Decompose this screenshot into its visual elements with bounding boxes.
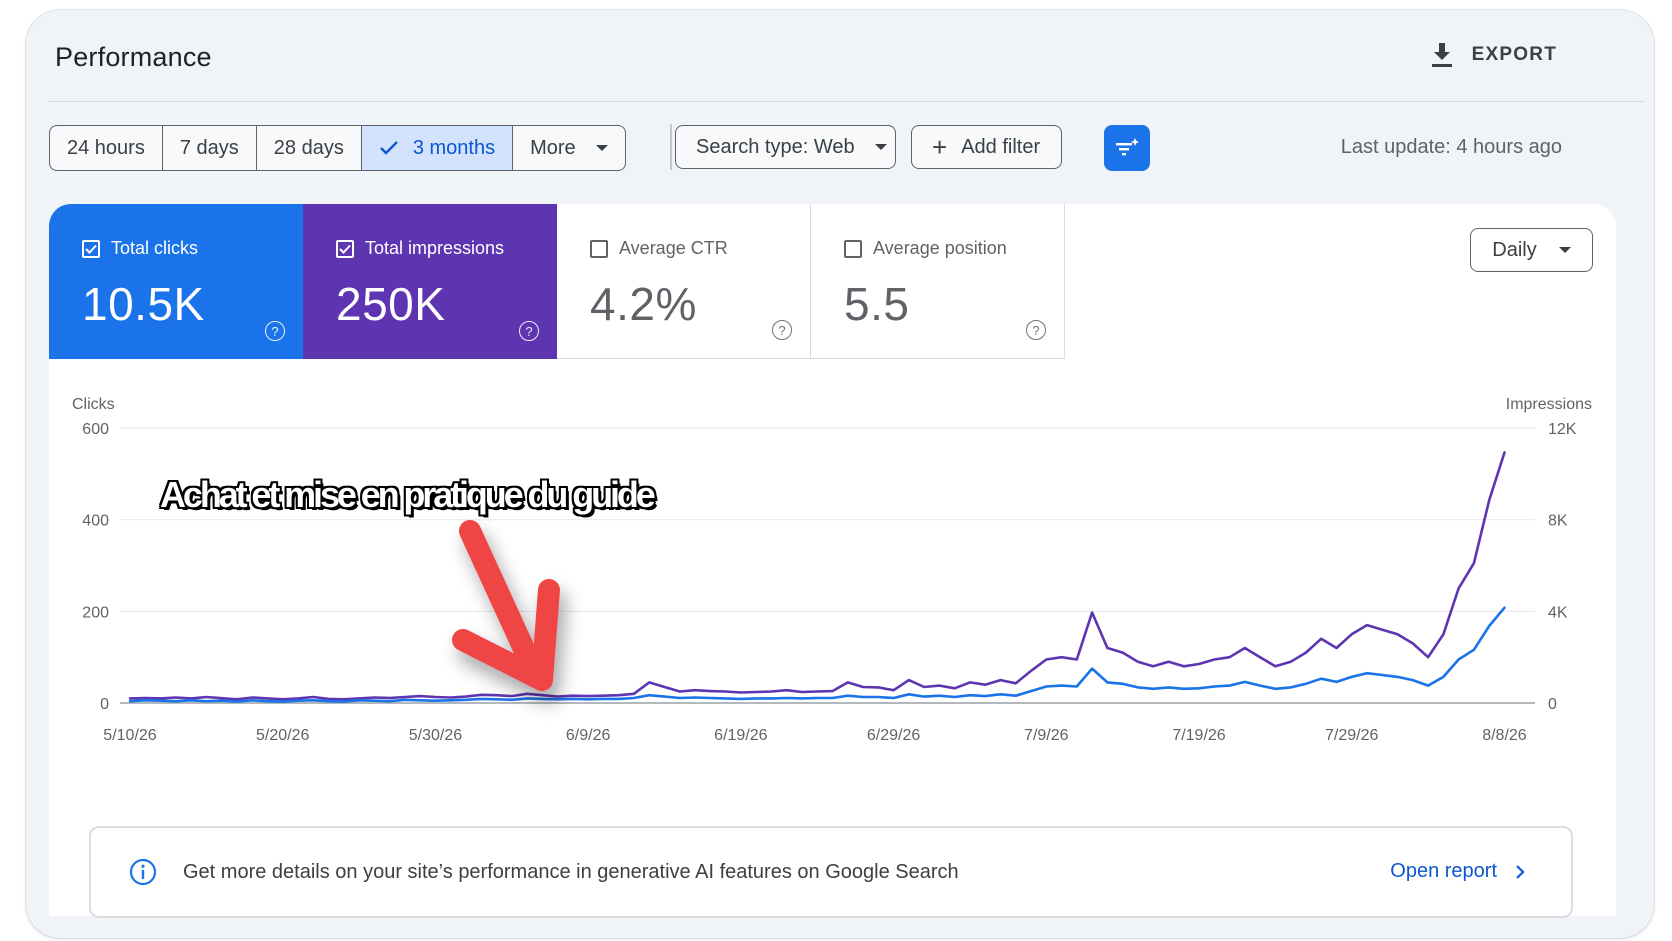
check-icon [379,141,398,155]
annotation-arrow [452,520,560,691]
toolbar-divider [670,124,672,170]
checkbox-checked-icon[interactable] [336,239,354,258]
x-tick-label: 7/9/26 [1024,727,1069,744]
chevron-right-icon [1516,864,1525,879]
filter-sparkle-icon [1116,138,1139,156]
range-28-days[interactable]: 28 days [257,126,362,170]
range-label: 28 days [273,136,344,159]
range-3-months[interactable]: 3 months [361,126,514,170]
granularity-label: Daily [1492,238,1537,261]
y-left-tick-label: 0 [100,696,109,713]
y-right-tick-label: 12K [1548,421,1577,438]
y-left-tick-label: 600 [82,421,109,438]
metric-value: 5.5 [844,278,910,330]
export-button[interactable]: EXPORT [1430,42,1557,68]
metric-average-position[interactable]: Average position 5.5 ? [811,204,1065,359]
page-title: Performance [55,42,212,72]
metric-total-clicks[interactable]: Total clicks 10.5K ? [49,204,303,359]
date-range-selector: 24 hours 7 days 28 days 3 months More [49,125,626,171]
series-line-total-clicks [128,606,1506,703]
range-label: 24 hours [67,136,145,159]
checkbox-unchecked-icon[interactable] [590,239,608,258]
range-24-hours[interactable]: 24 hours [50,126,163,170]
last-update-text: Last update: 4 hours ago [1340,136,1562,158]
search-type-dropdown[interactable]: Search type: Web [675,125,896,169]
help-icon[interactable]: ? [772,320,792,340]
help-icon[interactable]: ? [1026,320,1046,340]
range-more-dropdown[interactable]: More [513,126,625,170]
help-icon[interactable]: ? [265,321,285,341]
search-type-label: Search type: Web [696,135,855,158]
y-left-tick-label: 400 [82,513,109,530]
range-label: 7 days [179,136,239,159]
compare-filter-button[interactable] [1104,125,1150,171]
chevron-down-icon [1558,247,1571,253]
chevron-down-icon [874,144,887,150]
metric-value: 4.2% [590,278,697,330]
x-tick-label: 6/19/26 [714,727,767,744]
x-tick-label: 8/8/26 [1482,727,1527,744]
export-label: EXPORT [1471,44,1557,65]
plus-icon: + [932,132,948,162]
y-right-axis-label: Impressions [1506,396,1592,413]
y-right-tick-label: 4K [1548,604,1568,621]
range-7-days[interactable]: 7 days [163,126,257,170]
range-label: More [530,136,576,159]
metric-average-ctr[interactable]: Average CTR 4.2% ? [557,204,811,359]
y-right-tick-label: 8K [1548,513,1568,530]
help-icon[interactable]: ? [519,321,539,341]
checkbox-unchecked-icon[interactable] [844,239,862,258]
x-tick-label: 5/30/26 [409,727,462,744]
metric-value: 250K [336,278,446,330]
metric-label: Average CTR [619,238,728,258]
download-icon [1431,43,1452,67]
header-divider [48,101,1645,102]
series-line-total-impressions [128,451,1506,701]
metric-label: Average position [873,238,1007,258]
add-filter-label: Add filter [961,135,1041,158]
y-left-tick-label: 200 [82,604,109,621]
metric-total-impressions[interactable]: Total impressions 250K ? [303,204,557,359]
y-right-tick-label: 0 [1548,696,1557,713]
x-tick-label: 6/9/26 [566,727,611,744]
checkbox-checked-icon[interactable] [82,239,100,258]
ai-features-banner: Get more details on your site’s performa… [89,826,1573,918]
info-icon [129,858,157,886]
granularity-dropdown[interactable]: Daily [1470,228,1593,272]
banner-text: Get more details on your site’s performa… [183,860,959,883]
x-tick-label: 6/29/26 [867,727,920,744]
x-tick-label: 5/10/26 [103,727,156,744]
y-left-axis-label: Clicks [72,396,115,413]
chevron-down-icon [595,145,608,151]
annotation-text: Achat et mise en pratique du guide [160,474,656,515]
open-report-label: Open report [1390,860,1497,882]
x-tick-label: 7/29/26 [1325,727,1378,744]
metric-value: 10.5K [82,278,205,330]
open-report-link[interactable]: Open report [1390,860,1525,883]
metric-label: Total clicks [111,238,199,258]
metric-label: Total impressions [365,238,505,258]
x-tick-label: 7/19/26 [1172,727,1225,744]
range-label: 3 months [412,136,496,159]
add-filter-button[interactable]: + Add filter [911,125,1062,169]
x-tick-label: 5/20/26 [256,727,309,744]
